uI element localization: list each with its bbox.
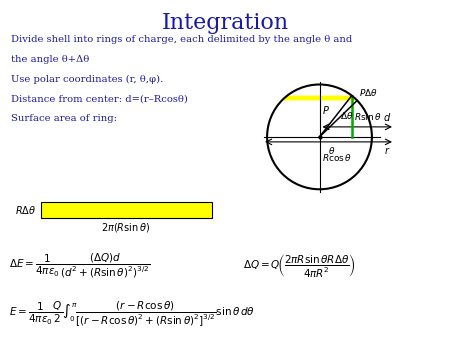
Text: P: P [323,106,329,116]
Bar [40,202,212,218]
Text: $\Delta\theta$: $\Delta\theta$ [340,110,353,121]
Text: $R\sin\theta$: $R\sin\theta$ [354,111,382,122]
Text: Divide shell into rings of charge, each delimited by the angle θ and: Divide shell into rings of charge, each … [11,35,352,45]
Text: Distance from center: d=(r–Rcosθ): Distance from center: d=(r–Rcosθ) [11,94,188,103]
Text: r: r [385,146,389,156]
Text: $\theta$: $\theta$ [328,145,335,156]
Polygon shape [282,96,357,100]
Text: $R\cos\theta$: $R\cos\theta$ [321,152,352,163]
Text: d: d [384,113,390,123]
Text: $2\pi(R\sin\theta)$: $2\pi(R\sin\theta)$ [101,221,151,234]
Text: $P\Delta\theta$: $P\Delta\theta$ [359,88,378,98]
Text: $\Delta E = \dfrac{1}{4\pi\varepsilon_0}\dfrac{(\Delta Q)d}{(d^2+(R\sin\theta)^2: $\Delta E = \dfrac{1}{4\pi\varepsilon_0}… [9,252,150,280]
Text: $E = \dfrac{1}{4\pi\varepsilon_0}\dfrac{Q}{2}\int_0^{\pi}\dfrac{(r-R\cos\theta)}: $E = \dfrac{1}{4\pi\varepsilon_0}\dfrac{… [9,299,255,328]
Text: Surface area of ring:: Surface area of ring: [11,114,117,123]
Text: Use polar coordinates (r, θ,φ).: Use polar coordinates (r, θ,φ). [11,75,163,84]
Text: the angle θ+Δθ: the angle θ+Δθ [11,55,90,64]
Text: $R\Delta\theta$: $R\Delta\theta$ [15,204,36,216]
Text: $\Delta Q = Q\!\left(\dfrac{2\pi R\sin\theta R\Delta\theta}{4\pi R^2}\right)$: $\Delta Q = Q\!\left(\dfrac{2\pi R\sin\t… [243,252,356,279]
Text: Integration: Integration [162,12,288,34]
